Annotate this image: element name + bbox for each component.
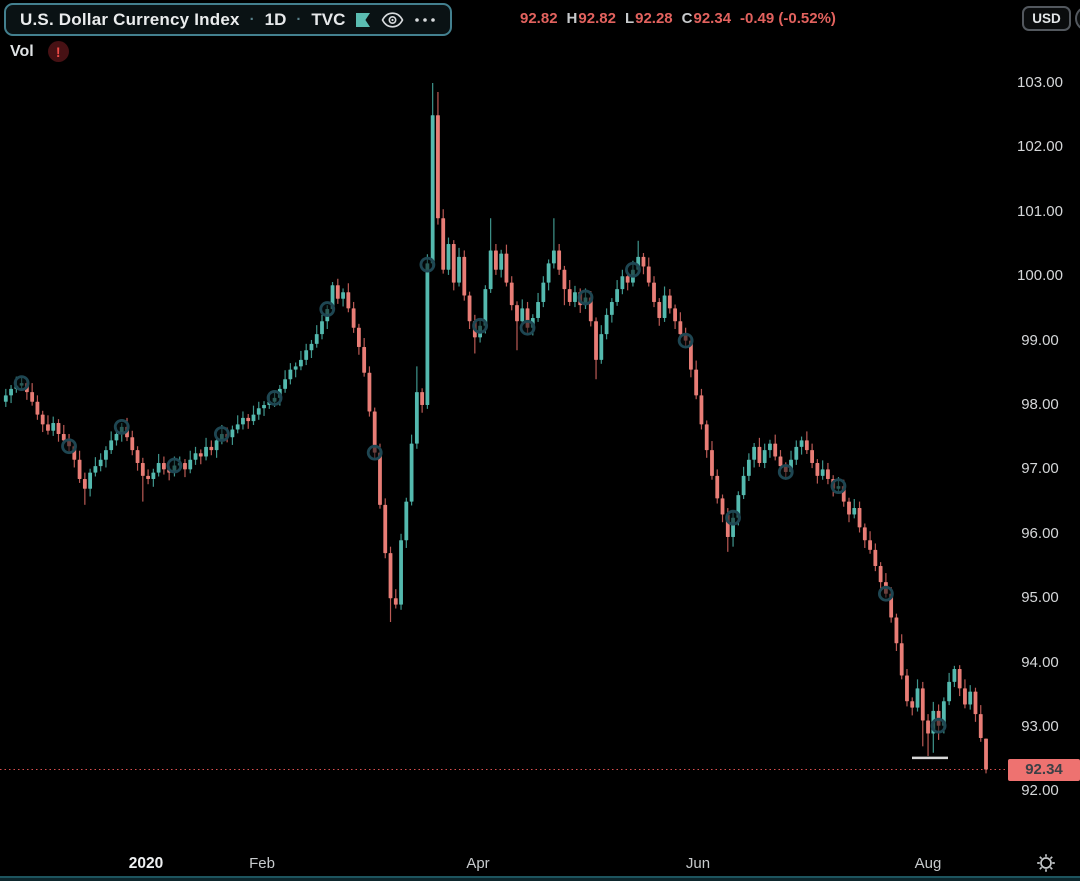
event-marker	[930, 717, 947, 734]
volume-indicator-legend[interactable]: Vol !	[10, 41, 69, 62]
event-marker	[266, 390, 283, 406]
event-marker	[13, 375, 30, 392]
flag-icon[interactable]	[355, 12, 371, 28]
event-marker	[419, 256, 436, 273]
event-marker	[877, 585, 894, 602]
event-marker	[213, 426, 230, 442]
close-value: 92.34	[693, 10, 732, 27]
more-icon[interactable]	[414, 17, 436, 23]
time-tick-label: Aug	[914, 855, 942, 872]
open-value: 92.82	[520, 10, 558, 27]
low-value: 92.28	[635, 10, 673, 27]
event-marker	[319, 301, 336, 317]
event-marker	[113, 418, 130, 435]
last-price-label: 92.34	[1008, 758, 1080, 781]
event-marker	[577, 289, 594, 306]
event-marker	[725, 509, 741, 526]
price-tick-label: 98.00	[1021, 396, 1059, 413]
high-label: H	[566, 10, 578, 27]
time-tick-label: Feb	[249, 855, 275, 872]
symbol-title: U.S. Dollar Currency Index	[20, 9, 240, 29]
symbol-header[interactable]: U.S. Dollar Currency Index · 1D · TVC	[4, 3, 453, 36]
settings-gear-icon[interactable]	[1034, 851, 1058, 880]
price-tick-label: 95.00	[1021, 589, 1059, 607]
close-label: C	[681, 10, 693, 27]
volume-label[interactable]: Vol	[10, 42, 34, 60]
time-tick-label: Jun	[685, 855, 711, 872]
event-marker	[519, 319, 536, 336]
separator-dot: ·	[249, 11, 255, 28]
high-value: 92.82	[578, 10, 616, 27]
low-label: L	[624, 10, 635, 27]
price-tick-label: 92.00	[1021, 782, 1059, 800]
event-marker	[830, 478, 847, 495]
event-marker	[61, 438, 77, 455]
event-marker	[472, 317, 489, 334]
price-tick-label: 97.00	[1021, 460, 1059, 478]
eye-icon[interactable]	[381, 11, 404, 28]
time-tick-label: Apr	[466, 855, 490, 872]
price-tick-label: 103.00	[1017, 74, 1063, 91]
price-tick-label: 94.00	[1021, 653, 1059, 671]
price-tick-label: 93.00	[1021, 718, 1059, 735]
exchange-label: TVC	[311, 9, 346, 29]
time-tick-label: 2020	[128, 855, 164, 872]
price-tick-label: 100.00	[1017, 267, 1063, 285]
event-marker	[677, 332, 694, 349]
price-tick-label: 101.00	[1017, 202, 1063, 220]
currency-unit-button[interactable]: USD	[1022, 6, 1071, 31]
ohlc-readout: 92.82 H 92.82 L 92.28 C 92.34 -0.49 (-0.52%…	[519, 10, 836, 27]
pane-separator	[0, 876, 1080, 881]
indicator-error-icon[interactable]: !	[47, 41, 69, 62]
separator-dot: ·	[296, 11, 302, 28]
price-tick-label: 99.00	[1021, 331, 1059, 349]
price-tick-label: 96.00	[1021, 524, 1059, 542]
event-marker	[366, 444, 383, 461]
timeframe-label[interactable]: 1D	[264, 9, 287, 29]
event-marker	[625, 261, 641, 278]
event-marker	[777, 464, 794, 480]
price-tick-label: 102.00	[1017, 138, 1063, 156]
event-marker	[166, 457, 183, 474]
change-value: -0.49 (-0.52%)	[740, 10, 836, 27]
